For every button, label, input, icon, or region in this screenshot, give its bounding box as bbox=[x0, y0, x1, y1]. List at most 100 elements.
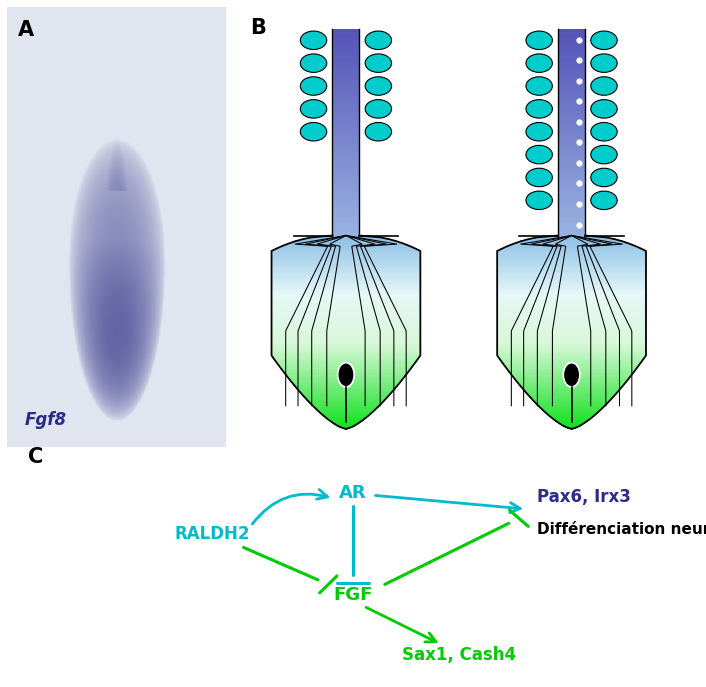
Polygon shape bbox=[558, 80, 585, 84]
Polygon shape bbox=[333, 153, 359, 156]
Polygon shape bbox=[558, 135, 585, 139]
Polygon shape bbox=[507, 245, 636, 247]
Ellipse shape bbox=[526, 100, 552, 118]
Polygon shape bbox=[549, 414, 594, 417]
Polygon shape bbox=[497, 250, 646, 252]
Polygon shape bbox=[333, 208, 359, 212]
Polygon shape bbox=[282, 245, 410, 247]
Polygon shape bbox=[558, 208, 585, 212]
Polygon shape bbox=[523, 388, 620, 390]
Polygon shape bbox=[497, 344, 646, 347]
Polygon shape bbox=[333, 91, 359, 94]
Polygon shape bbox=[272, 308, 420, 311]
Polygon shape bbox=[333, 118, 359, 122]
Polygon shape bbox=[272, 277, 420, 279]
Text: A: A bbox=[18, 20, 34, 40]
Polygon shape bbox=[326, 417, 366, 419]
Ellipse shape bbox=[365, 100, 392, 118]
Polygon shape bbox=[555, 419, 588, 422]
Polygon shape bbox=[333, 184, 359, 188]
Polygon shape bbox=[294, 383, 398, 385]
Polygon shape bbox=[497, 282, 646, 284]
Polygon shape bbox=[275, 359, 417, 361]
Polygon shape bbox=[272, 252, 420, 255]
Ellipse shape bbox=[563, 361, 581, 388]
Polygon shape bbox=[558, 132, 585, 135]
Polygon shape bbox=[558, 215, 585, 218]
Ellipse shape bbox=[591, 100, 617, 118]
Text: Sax1, Cash4: Sax1, Cash4 bbox=[402, 646, 516, 664]
Polygon shape bbox=[497, 349, 646, 352]
Polygon shape bbox=[558, 146, 585, 149]
Polygon shape bbox=[272, 315, 420, 317]
Polygon shape bbox=[272, 272, 420, 274]
Polygon shape bbox=[558, 232, 585, 236]
Ellipse shape bbox=[365, 77, 392, 95]
Polygon shape bbox=[333, 135, 359, 139]
Polygon shape bbox=[272, 257, 420, 260]
Polygon shape bbox=[497, 337, 646, 339]
Polygon shape bbox=[318, 409, 374, 412]
Polygon shape bbox=[497, 317, 646, 320]
Polygon shape bbox=[333, 74, 359, 77]
Polygon shape bbox=[272, 260, 420, 262]
Polygon shape bbox=[333, 49, 359, 53]
Polygon shape bbox=[330, 419, 362, 422]
Ellipse shape bbox=[365, 54, 392, 72]
Ellipse shape bbox=[591, 122, 617, 141]
Polygon shape bbox=[297, 388, 395, 390]
Polygon shape bbox=[333, 167, 359, 170]
Polygon shape bbox=[558, 84, 585, 87]
Polygon shape bbox=[558, 170, 585, 174]
Polygon shape bbox=[333, 149, 359, 153]
Polygon shape bbox=[515, 378, 628, 381]
Polygon shape bbox=[558, 184, 585, 188]
Polygon shape bbox=[333, 46, 359, 49]
Polygon shape bbox=[558, 177, 585, 181]
Polygon shape bbox=[333, 101, 359, 104]
Polygon shape bbox=[558, 115, 585, 118]
Polygon shape bbox=[272, 306, 420, 308]
Polygon shape bbox=[295, 385, 397, 388]
Polygon shape bbox=[513, 243, 630, 245]
Polygon shape bbox=[497, 323, 646, 325]
Ellipse shape bbox=[591, 31, 617, 49]
Ellipse shape bbox=[337, 361, 355, 388]
Polygon shape bbox=[497, 342, 646, 344]
Polygon shape bbox=[558, 160, 585, 164]
Polygon shape bbox=[558, 43, 585, 46]
Polygon shape bbox=[502, 247, 642, 250]
Polygon shape bbox=[272, 301, 420, 303]
Polygon shape bbox=[558, 218, 585, 222]
Polygon shape bbox=[333, 84, 359, 87]
Ellipse shape bbox=[365, 122, 392, 141]
Polygon shape bbox=[497, 313, 646, 315]
Polygon shape bbox=[333, 87, 359, 91]
Polygon shape bbox=[558, 149, 585, 153]
Ellipse shape bbox=[300, 100, 327, 118]
Text: AR: AR bbox=[339, 484, 367, 502]
Polygon shape bbox=[513, 376, 630, 378]
Polygon shape bbox=[497, 315, 646, 317]
Polygon shape bbox=[504, 363, 639, 366]
Polygon shape bbox=[272, 282, 420, 284]
Polygon shape bbox=[501, 359, 642, 361]
Polygon shape bbox=[558, 87, 585, 91]
Polygon shape bbox=[558, 142, 585, 146]
Polygon shape bbox=[333, 194, 359, 198]
Polygon shape bbox=[316, 236, 376, 238]
Polygon shape bbox=[558, 222, 585, 225]
Polygon shape bbox=[333, 160, 359, 164]
Polygon shape bbox=[510, 371, 634, 373]
Polygon shape bbox=[521, 385, 622, 388]
Polygon shape bbox=[497, 264, 646, 267]
Polygon shape bbox=[301, 393, 390, 395]
Polygon shape bbox=[333, 132, 359, 135]
Polygon shape bbox=[530, 395, 614, 398]
Polygon shape bbox=[497, 274, 646, 277]
Polygon shape bbox=[505, 366, 638, 368]
Polygon shape bbox=[527, 393, 616, 395]
Polygon shape bbox=[333, 29, 359, 32]
Polygon shape bbox=[558, 29, 585, 32]
Polygon shape bbox=[333, 94, 359, 98]
